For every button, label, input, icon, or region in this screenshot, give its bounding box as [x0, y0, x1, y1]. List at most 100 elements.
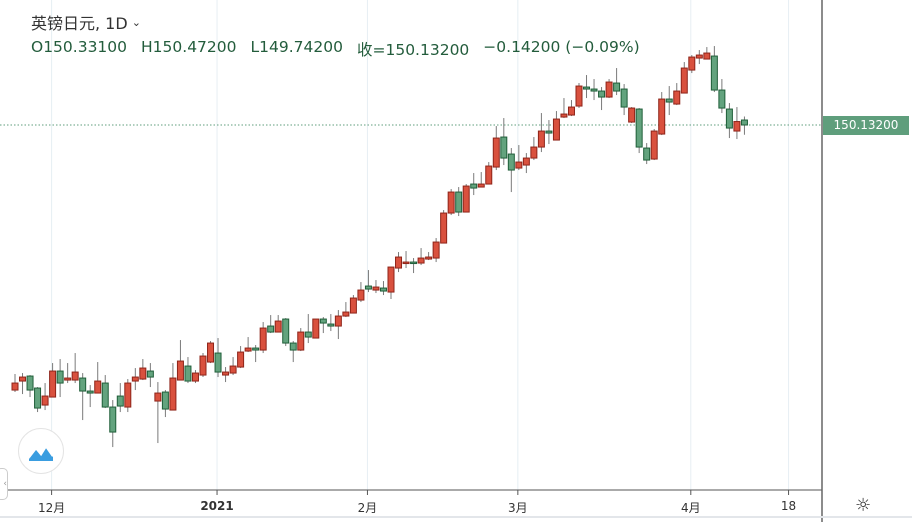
- candle-up: [680, 67, 688, 94]
- candle-up: [575, 85, 583, 107]
- candle-down: [56, 370, 64, 384]
- candle-up: [395, 256, 403, 269]
- symbol-title[interactable]: 英镑日元, 1D ⌄: [31, 10, 141, 34]
- candle-down: [364, 285, 372, 290]
- x-tick-label: 2月: [357, 501, 378, 515]
- open-value: O150.33100: [31, 38, 128, 56]
- candle-down: [583, 86, 591, 90]
- candle-up: [462, 185, 470, 213]
- candle-up: [440, 212, 448, 244]
- candle-up: [537, 130, 545, 148]
- candle-down: [725, 108, 733, 129]
- candle-down: [410, 261, 418, 265]
- candle-up: [552, 118, 560, 141]
- chevron-down-icon[interactable]: ⌄: [131, 15, 141, 29]
- candle-up: [139, 367, 147, 380]
- candle-up: [229, 365, 237, 374]
- candle-up: [237, 351, 245, 368]
- candle-up: [11, 382, 19, 391]
- candle-up: [222, 371, 230, 376]
- candle-down: [710, 55, 718, 91]
- candle-down: [184, 365, 192, 382]
- candle-up: [312, 318, 320, 339]
- candle-up: [169, 377, 177, 411]
- candle-up: [703, 52, 711, 60]
- candle-down: [109, 406, 117, 433]
- candle-up: [530, 146, 538, 159]
- candle-up: [244, 347, 252, 352]
- candle-up: [477, 183, 485, 188]
- candle-up: [207, 342, 215, 363]
- x-tick-label: 3月: [508, 501, 528, 515]
- candle-down: [146, 370, 154, 378]
- candle-up: [124, 382, 132, 408]
- candle-up: [94, 380, 102, 394]
- candle-down: [161, 391, 169, 410]
- candle-up: [650, 130, 658, 160]
- candle-up: [733, 121, 741, 132]
- candle-down: [34, 387, 42, 409]
- sun-gear-icon[interactable]: ☼: [855, 495, 872, 516]
- symbol-interval-label: 英镑日元, 1D: [31, 14, 128, 33]
- candle-down: [319, 318, 327, 324]
- candle-down: [718, 89, 726, 109]
- candle-up: [695, 54, 703, 59]
- chevron-left-icon[interactable]: ‹: [0, 468, 8, 500]
- candle-up: [658, 98, 666, 135]
- candle-down: [304, 331, 312, 338]
- candle-up: [342, 311, 350, 317]
- candle-up: [425, 256, 433, 260]
- candle-down: [79, 377, 87, 392]
- candle-up: [274, 320, 282, 333]
- candle-down: [598, 90, 606, 98]
- candle-down: [635, 108, 643, 148]
- candle-down: [613, 82, 621, 92]
- candle-down: [507, 153, 515, 171]
- candle-up: [432, 241, 440, 259]
- candle-up: [688, 56, 696, 71]
- candle-up: [485, 165, 493, 185]
- candle-down: [289, 342, 297, 351]
- candle-up: [357, 289, 365, 301]
- candle-down: [267, 325, 275, 333]
- candle-down: [282, 318, 290, 344]
- candle-up: [176, 360, 184, 381]
- candle-up: [402, 261, 410, 265]
- candle-down: [620, 88, 628, 108]
- candle-up: [560, 113, 568, 118]
- wave-logo-icon[interactable]: [18, 428, 64, 474]
- candle-down: [470, 183, 478, 189]
- candle-down: [86, 390, 94, 394]
- candle-down: [500, 136, 508, 159]
- x-tick-label: 2021: [200, 499, 234, 513]
- candle-up: [154, 392, 162, 402]
- candle-up: [515, 161, 523, 169]
- candle-down: [590, 88, 598, 92]
- candle-down: [665, 98, 673, 103]
- candle-up: [191, 372, 199, 382]
- low-value: L149.74200: [250, 38, 343, 56]
- candle-up: [387, 266, 395, 293]
- candle-up: [447, 191, 455, 214]
- candle-down: [455, 191, 463, 213]
- candle-down: [252, 347, 260, 351]
- candle-up: [199, 355, 207, 376]
- candle-down: [116, 395, 124, 407]
- candle-up: [522, 157, 530, 166]
- candle-up: [64, 377, 72, 381]
- candle-down: [379, 287, 387, 292]
- candle-up: [349, 297, 357, 314]
- candle-down: [26, 375, 34, 391]
- candle-up: [628, 107, 636, 123]
- candle-down: [327, 323, 335, 327]
- candle-down: [740, 119, 748, 126]
- candle-up: [19, 376, 27, 382]
- candle-up: [673, 90, 681, 105]
- ohlc-readout: O150.33100 H150.47200 L149.74200 收=150.1…: [31, 38, 640, 60]
- candle-down: [545, 130, 553, 134]
- candle-down: [214, 352, 222, 373]
- x-tick-label: 18: [780, 499, 797, 513]
- candle-up: [297, 331, 305, 351]
